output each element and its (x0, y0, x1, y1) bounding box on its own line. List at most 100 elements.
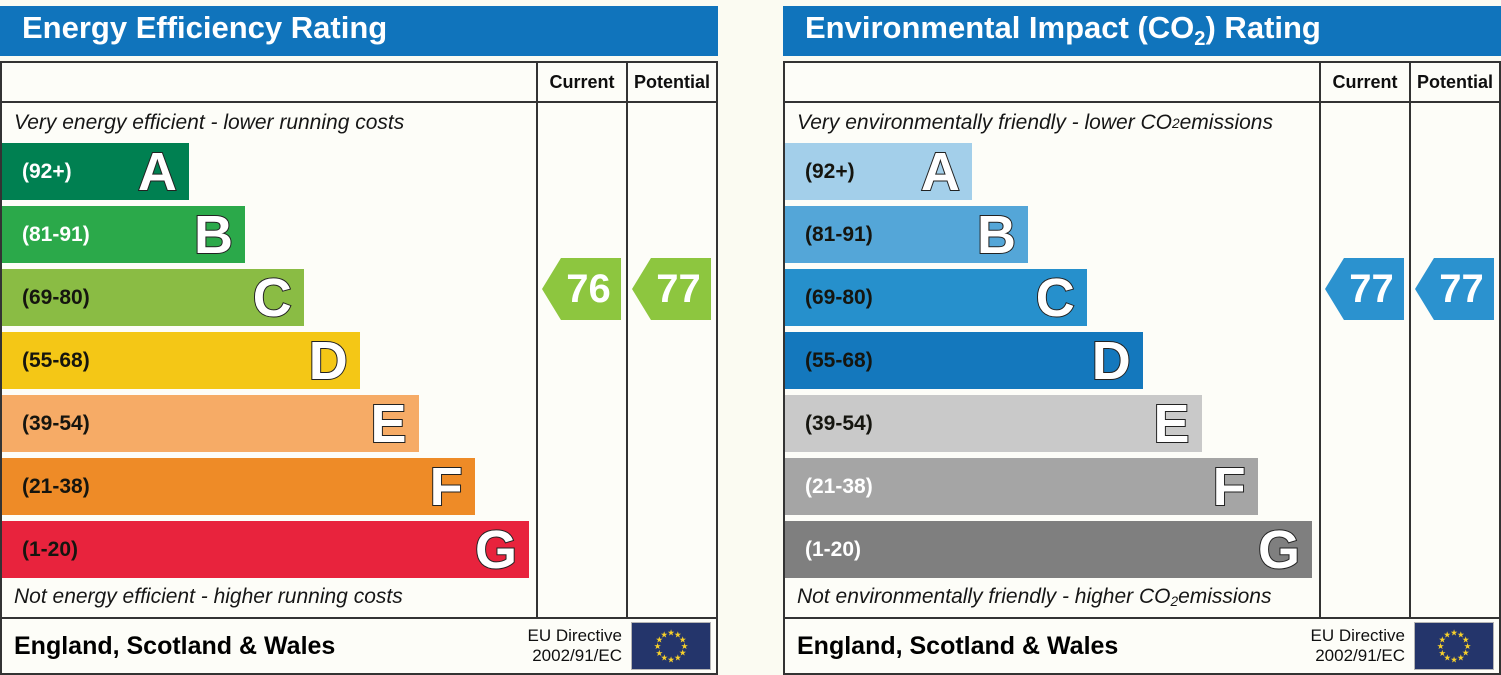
band-letter: E (369, 393, 407, 454)
band-letter: E (1152, 393, 1190, 454)
header-spacer-cell (785, 63, 1319, 101)
eu-directive-line2: 2002/91/EC (1315, 646, 1405, 665)
svg-text:★: ★ (660, 653, 668, 663)
header-spacer-cell (2, 63, 536, 101)
band-range-label: (69-80) (22, 285, 90, 309)
svg-text:★: ★ (655, 634, 663, 644)
svg-text:★: ★ (1438, 634, 1446, 644)
svg-text:★: ★ (1437, 641, 1445, 651)
current-column-header: Current (1319, 63, 1409, 101)
rating-band-d: (55-68) D (785, 332, 1143, 389)
band-range-label: (21-38) (22, 474, 90, 498)
table-body: Very energy efficient - lower running co… (2, 103, 716, 617)
svg-text:★: ★ (654, 641, 662, 651)
potential-rating-value: 77 (656, 266, 701, 311)
band-letter: B (193, 204, 234, 265)
bottom-caption: Not environmentally friendly - higher CO… (797, 585, 1272, 609)
rating-band-d: (55-68) D (2, 332, 360, 389)
eu-directive-line1: EU Directive (1310, 625, 1405, 645)
rating-band-c: (69-80) C (785, 269, 1087, 326)
table-header-row: Current Potential (2, 63, 716, 103)
band-range-label: (92+) (22, 159, 72, 183)
rating-band-f: (21-38) F (785, 458, 1258, 515)
band-letter: A (920, 141, 961, 202)
table-body: Very environmentally friendly - lower CO… (785, 103, 1499, 617)
svg-text:★: ★ (679, 648, 687, 658)
svg-text:★: ★ (1450, 628, 1458, 638)
svg-text:★: ★ (1462, 634, 1470, 644)
table-header-row: Current Potential (785, 63, 1499, 103)
rating-band-b: (81-91) B (785, 206, 1028, 263)
potential-column-header: Potential (1409, 63, 1499, 101)
band-range-label: (81-91) (22, 222, 90, 246)
band-zone: Very environmentally friendly - lower CO… (785, 103, 1319, 617)
chart-title-text-suffix: ) Rating (1205, 10, 1321, 46)
band-letter: G (1257, 519, 1301, 580)
current-rating-value: 77 (1349, 266, 1394, 311)
band-letter: F (429, 456, 464, 517)
environmental-impact-rating-chart: Environmental Impact (CO2) Rating Curren… (783, 0, 1501, 675)
band-letter: F (1212, 456, 1247, 517)
current-column: 76 (536, 103, 626, 617)
svg-text:★: ★ (679, 634, 687, 644)
eu-directive-label: EU Directive 2002/91/EC (1311, 626, 1405, 667)
rating-band-a: (92+) A (2, 143, 189, 200)
band-range-label: (69-80) (805, 285, 873, 309)
svg-text:★: ★ (660, 629, 668, 639)
band-range-label: (81-91) (805, 222, 873, 246)
rating-band-a: (92+) A (785, 143, 972, 200)
rating-band-e: (39-54) E (785, 395, 1202, 452)
eu-flag-icon: ★ ★★★★★★★★★★★ (1414, 622, 1494, 670)
band-letter: D (1091, 330, 1132, 391)
eu-directive-line1: EU Directive (527, 625, 622, 645)
band-letter: B (976, 204, 1017, 265)
region-label: England, Scotland & Wales (14, 631, 336, 660)
svg-text:★: ★ (674, 653, 682, 663)
band-letter: D (308, 330, 349, 391)
potential-column: 77 (626, 103, 716, 617)
svg-text:★: ★ (1457, 629, 1465, 639)
eu-flag-icon: ★ ★★★★★★★★★★★ (631, 622, 711, 670)
potential-column: 77 (1409, 103, 1499, 617)
chart-title-text: Energy Efficiency Rating (22, 10, 388, 46)
svg-text:★: ★ (1457, 653, 1465, 663)
potential-rating-arrow: 77 (1415, 258, 1494, 320)
svg-text:★: ★ (1443, 653, 1451, 663)
band-range-label: (55-68) (22, 348, 90, 372)
rating-bands: (92+) A (81-91) B (69-80) C (55-68) D (39-54) E (2… (785, 143, 1319, 578)
current-rating-arrow: 77 (1325, 258, 1404, 320)
chart-title-bar: Energy Efficiency Rating (0, 6, 718, 56)
svg-text:★: ★ (1464, 641, 1472, 651)
band-range-label: (39-54) (805, 411, 873, 435)
svg-text:★: ★ (667, 628, 675, 638)
rating-table: Current Potential Very environmentally f… (783, 61, 1501, 675)
potential-rating-arrow: 77 (632, 258, 711, 320)
top-caption: Very energy efficient - lower running co… (14, 111, 405, 134)
table-footer: England, Scotland & Wales EU Directive 2… (2, 617, 716, 673)
svg-text:★: ★ (1450, 655, 1458, 665)
band-letter: A (137, 141, 178, 202)
svg-text:★: ★ (1438, 648, 1446, 658)
potential-rating-value: 77 (1439, 266, 1484, 311)
chart-title: Environmental Impact (CO2) Rating (805, 12, 1321, 49)
band-letter: G (474, 519, 518, 580)
svg-text:★: ★ (1443, 629, 1451, 639)
rating-band-c: (69-80) C (2, 269, 304, 326)
band-range-label: (1-20) (805, 537, 862, 561)
rating-band-g: (1-20) G (785, 519, 1313, 580)
current-rating-arrow: 76 (542, 258, 621, 320)
chart-title: Energy Efficiency Rating (22, 12, 387, 49)
rating-table: Current Potential Very energy efficient … (0, 61, 718, 675)
top-caption: Very environmentally friendly - lower CO… (797, 111, 1273, 134)
rating-band-g: (1-20) G (2, 519, 530, 580)
band-range-label: (21-38) (805, 474, 873, 498)
current-column: 77 (1319, 103, 1409, 617)
current-rating-value: 76 (566, 266, 611, 311)
energy-efficiency-rating-chart: Energy Efficiency Rating Current Potenti… (0, 0, 718, 675)
band-range-label: (55-68) (805, 348, 873, 372)
band-range-label: (92+) (805, 159, 855, 183)
band-zone: Very energy efficient - lower running co… (2, 103, 536, 617)
rating-bands: (92+) A (81-91) B (69-80) C (55-68) D (39-54) E (2… (2, 143, 536, 578)
region-label: England, Scotland & Wales (797, 631, 1119, 660)
current-column-header: Current (536, 63, 626, 101)
